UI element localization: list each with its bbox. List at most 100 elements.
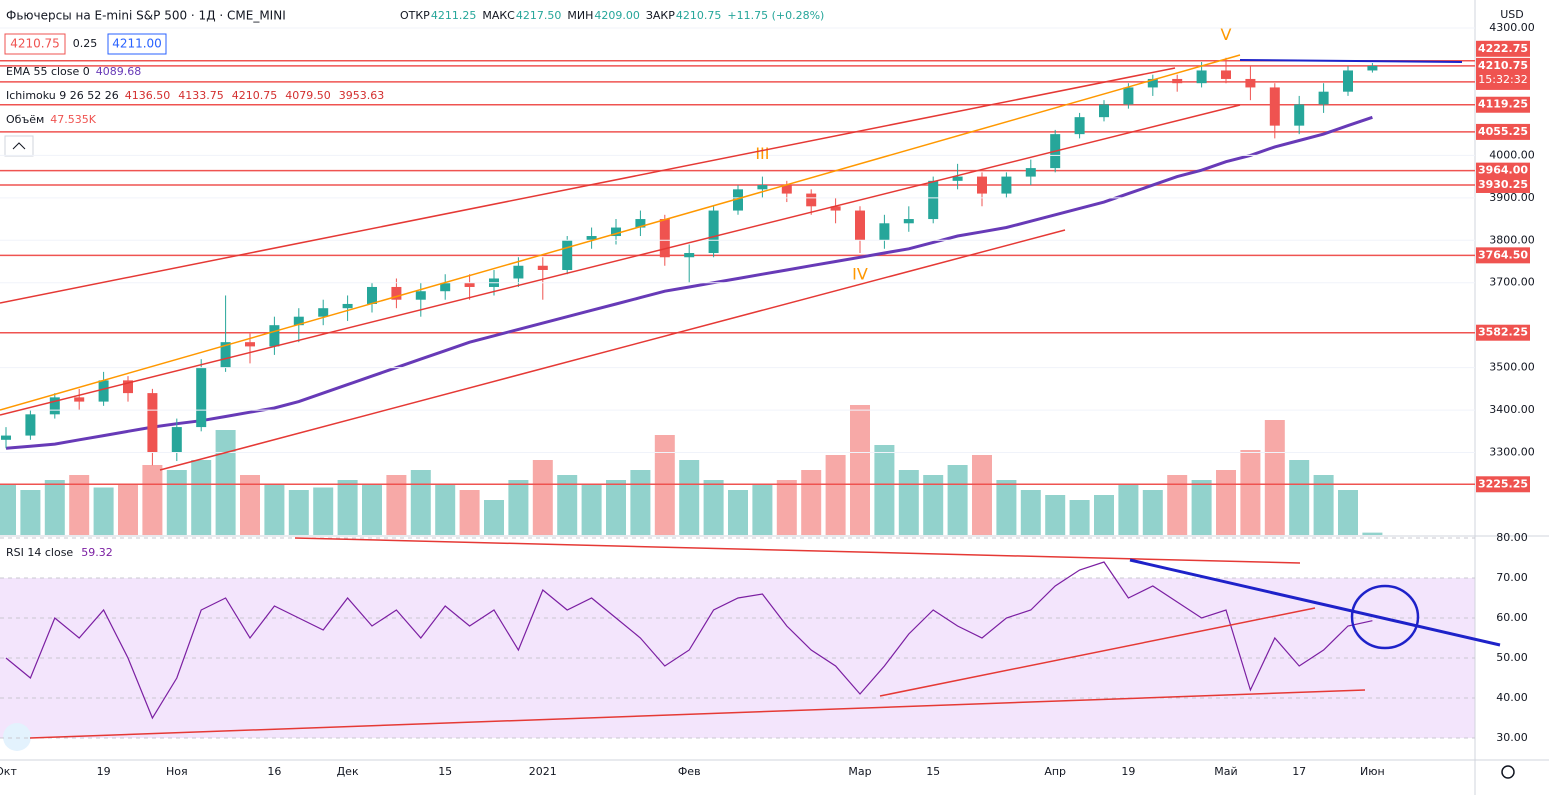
rsi-tick-label: 40.00 (1496, 691, 1528, 704)
volume-bar (337, 480, 358, 535)
candle-body (611, 227, 621, 237)
volume-bar (484, 500, 504, 535)
rsi-line (5, 561, 1373, 720)
candle-body (952, 176, 963, 181)
volume-bar (728, 490, 748, 535)
indicator-value: 4136.50 (125, 89, 171, 102)
volume-bar (1240, 450, 1261, 535)
candle-body (1221, 70, 1231, 79)
volume-bar (776, 480, 797, 535)
ohlc-value: 4217.50 (516, 9, 562, 22)
indicator-name: EMA 55 close 0 (6, 65, 90, 78)
x-tick-label: 15 (438, 765, 452, 778)
rsi-trend-line (1129, 558, 1501, 647)
volume-bar (825, 455, 846, 535)
change: +11.75 (+0.28%) (727, 9, 824, 22)
highlight-circle (1350, 584, 1420, 650)
volume-bar (532, 460, 553, 535)
trend-line (0, 104, 1241, 416)
volume-bar (972, 455, 992, 535)
volume-bar (142, 465, 163, 535)
candle-body (586, 236, 597, 241)
volume-bar (435, 485, 456, 535)
currency[interactable]: USD (1500, 8, 1524, 21)
x-tick-label: 19 (1121, 765, 1135, 778)
level-label: 3930.25 (1478, 178, 1528, 191)
x-tick-label: Ноя (166, 765, 188, 778)
level-label-box (1476, 40, 1530, 57)
x-tick-label: Июн (1360, 765, 1385, 778)
volume-bar (1142, 490, 1163, 535)
volume-bar (703, 480, 724, 535)
candle-body (513, 265, 524, 279)
candle-body (708, 210, 719, 254)
ohlc-label: МАКС (482, 9, 515, 22)
indicator-value: 4210.75 (232, 89, 278, 102)
ask: 4211.00 (112, 37, 162, 51)
x-tick-label: 2021 (529, 765, 557, 778)
candle-body (977, 176, 987, 194)
indicator-value: 4133.75 (178, 89, 224, 102)
level-label: 4210.75 (1478, 59, 1528, 72)
trend-line (0, 54, 1241, 411)
volume-bar (240, 475, 260, 535)
bid-box[interactable] (4, 33, 66, 55)
volume-bar (874, 445, 895, 535)
collapse-button[interactable] (4, 135, 34, 157)
x-tick-label: Окт (0, 765, 17, 778)
x-tick-label: 17 (1292, 765, 1306, 778)
logo[interactable] (3, 723, 31, 751)
y-tick-label: 4000.00 (1489, 148, 1535, 161)
wave-label: III (755, 144, 769, 163)
candle-body (1294, 104, 1305, 126)
volume-bar (1094, 495, 1114, 535)
level-label: 3964.00 (1478, 164, 1528, 177)
level-label: 4055.25 (1478, 125, 1528, 138)
level-label: 3582.25 (1478, 326, 1528, 339)
candle-body (1318, 91, 1329, 105)
candle-body (684, 253, 695, 258)
x-tick-label: Фев (678, 765, 701, 778)
level-label: 3225.25 (1478, 477, 1528, 490)
volume-bar (166, 470, 187, 535)
level-label-box (1476, 162, 1530, 179)
volume-bar (288, 490, 309, 535)
wave-label: V (1221, 25, 1232, 44)
volume-bar (947, 465, 968, 535)
candle-body (25, 414, 36, 436)
candle-body (391, 286, 402, 300)
volume-bar (630, 470, 651, 535)
volume-bar (1069, 500, 1090, 535)
ask-box[interactable] (107, 33, 167, 55)
rsi-tick-label: 70.00 (1496, 571, 1528, 584)
candle-body (855, 210, 865, 241)
trend-line (159, 229, 1066, 471)
candle-body (1025, 168, 1036, 177)
price-pane (0, 57, 1475, 535)
candle-body (196, 367, 207, 428)
rsi-tick-label: 80.00 (1496, 531, 1528, 544)
candle-body (562, 240, 573, 270)
candle-body (440, 282, 451, 292)
candle-body (928, 180, 939, 220)
candle-body (318, 308, 329, 317)
volume-bar (557, 475, 578, 535)
volume-bar (118, 485, 138, 535)
candle-body (1343, 70, 1353, 92)
indicator-name: Объём (6, 113, 44, 126)
rsi-tick-label: 50.00 (1496, 651, 1528, 664)
x-tick-label: Дек (337, 765, 359, 778)
rsi-trend-line (879, 607, 1316, 697)
volume-bar (606, 480, 626, 535)
bid: 4210.75 (10, 37, 60, 51)
volume-bar (1362, 532, 1383, 535)
candle-body (367, 286, 377, 304)
settings-icon[interactable] (1501, 765, 1515, 779)
volume-bar (264, 485, 285, 535)
volume-bar (1191, 480, 1212, 535)
y-tick-label: 3300.00 (1489, 446, 1535, 459)
volume-bar (20, 490, 41, 535)
volume-bar (1289, 460, 1310, 535)
volume-bar (0, 485, 16, 535)
volume-bar (93, 487, 114, 535)
